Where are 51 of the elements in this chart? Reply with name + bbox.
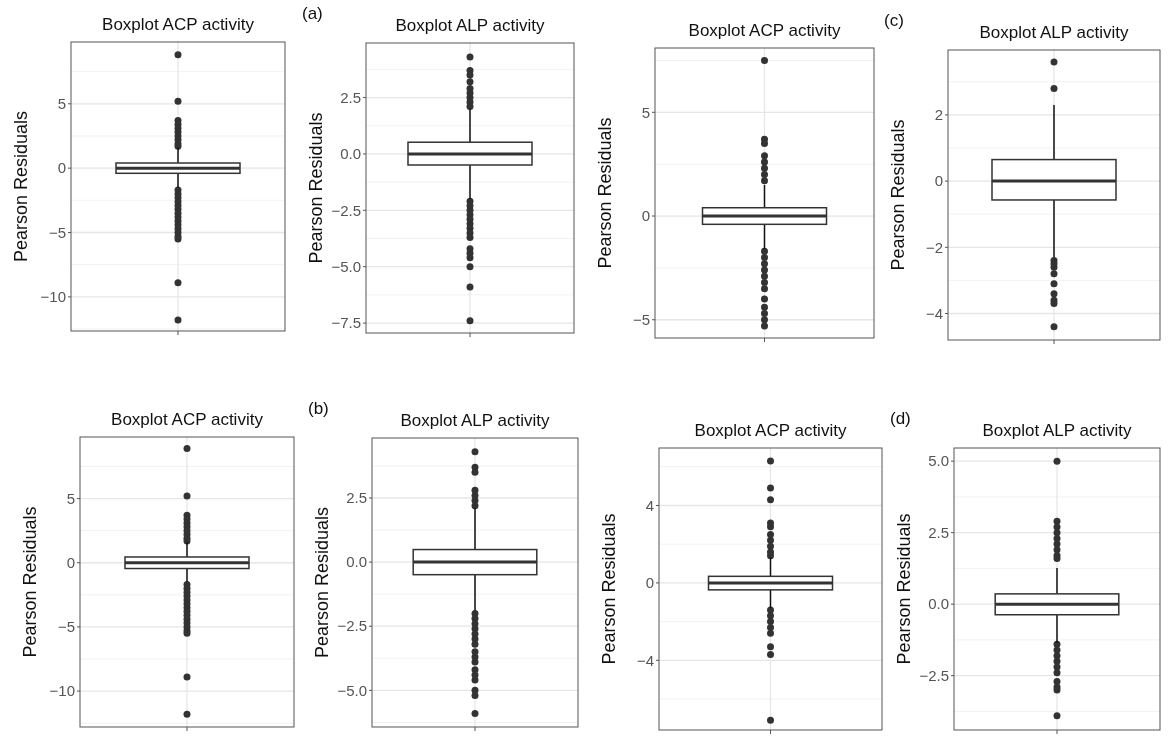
y-tick-label: 0.0 — [340, 145, 361, 163]
y-tick-label: 2.5 — [346, 489, 367, 507]
text: (b) — [308, 399, 329, 418]
chart-title: Boxplot ACP activity — [111, 410, 264, 429]
y-tick-label: −2 — [925, 238, 943, 256]
chart-title: Boxplot ACP activity — [102, 15, 255, 34]
chart-title: Boxplot ALP activity — [982, 421, 1132, 440]
y-tick-label: −2.5 — [919, 666, 949, 684]
text: (c) — [884, 11, 904, 30]
y-tick-label: −5 — [48, 223, 66, 241]
y-tick-label: 0 — [645, 574, 654, 592]
y-tick-label: −2.5 — [337, 617, 367, 635]
y-tick-label: −4 — [636, 651, 654, 669]
y-tick-label: 5 — [66, 489, 75, 507]
y-tick-label: 2.5 — [340, 88, 361, 106]
y-tick-label: 4 — [645, 496, 654, 514]
y-tick-label: −4 — [925, 304, 943, 322]
y-tick-label: 0 — [57, 159, 66, 177]
y-axis-title: Pearson Residuals — [888, 119, 908, 271]
text: (a) — [302, 4, 323, 23]
y-axis-title: Pearson Residuals — [599, 513, 619, 665]
y-tick-label: −7.5 — [331, 314, 361, 332]
y-axis-title: Pearson Residuals — [595, 117, 615, 269]
y-axis-title: Pearson Residuals — [306, 112, 326, 264]
y-tick-label: −5 — [57, 618, 75, 636]
chart-title: Boxplot ALP activity — [979, 23, 1129, 42]
y-axis-title: Pearson Residuals — [11, 110, 31, 263]
y-tick-label: 0.0 — [928, 595, 949, 613]
y-tick-label: 0 — [934, 172, 943, 190]
y-tick-label: −5 — [632, 311, 650, 328]
y-tick-label: −10 — [40, 288, 66, 306]
y-axis-title: Pearson Residuals — [894, 513, 914, 665]
y-axis-title: Pearson Residuals — [312, 506, 332, 659]
y-tick-label: 2 — [934, 106, 943, 124]
chart-title: Boxplot ALP activity — [395, 16, 545, 35]
y-tick-label: −10 — [49, 682, 75, 700]
y-tick-label: 5.0 — [928, 452, 949, 470]
y-tick-label: −5.0 — [331, 257, 361, 275]
chart-title: Boxplot ACP activity — [688, 21, 841, 40]
y-tick-label: 0.0 — [346, 553, 367, 571]
y-axis-title: Pearson Residuals — [20, 506, 40, 658]
text: (d) — [890, 409, 911, 428]
chart-title: Boxplot ACP activity — [694, 421, 847, 440]
y-tick-label: −2.5 — [331, 201, 361, 219]
y-tick-label: 5 — [57, 95, 66, 113]
y-tick-label: −5.0 — [337, 681, 367, 699]
y-tick-label: 2.5 — [928, 523, 949, 541]
chart-title: Boxplot ALP activity — [400, 411, 550, 430]
y-tick-label: 0 — [641, 207, 650, 225]
y-tick-label: 5 — [641, 103, 650, 121]
y-tick-label: 0 — [66, 554, 75, 571]
